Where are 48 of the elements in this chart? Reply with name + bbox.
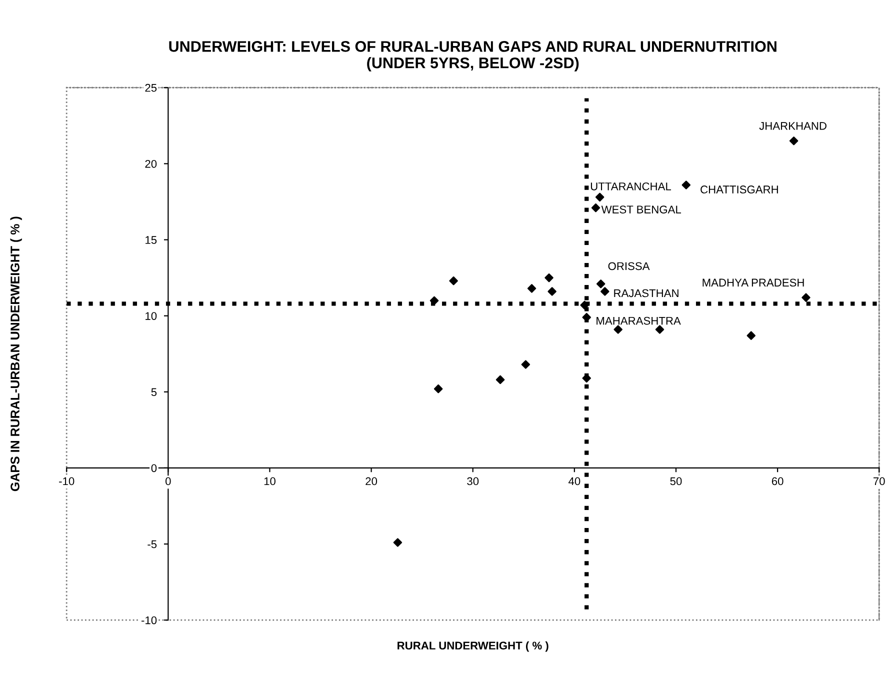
point	[580, 300, 589, 310]
point	[449, 276, 458, 286]
x-tick-label: 60	[772, 477, 784, 486]
x-tick-label: 10	[264, 477, 276, 486]
point	[746, 331, 756, 340]
annotation: MADHYA PRADESH	[702, 278, 804, 287]
point	[548, 287, 556, 296]
x-tick-label: 0	[166, 477, 171, 486]
point	[802, 293, 810, 302]
y-tick-label: 5	[151, 388, 157, 396]
point	[682, 180, 691, 190]
y-tick-label: -10	[141, 616, 157, 624]
point	[595, 192, 604, 202]
annotation: MAHARASHTRA	[596, 316, 681, 325]
chart-title: UNDERWEIGHT: LEVELS OF RURAL-URBAN GAPS AND RURAL UNDERNUTRITION (UNDER 5YRS, BELOW -2SD)	[169, 41, 776, 72]
y-tick-label: 15	[146, 236, 157, 244]
y-tick-label: -5	[148, 540, 157, 548]
point	[544, 273, 554, 282]
x-tick-label: 40	[568, 477, 580, 486]
y-tick-label: 0	[151, 464, 157, 472]
annotation: UTTARANCHAL	[590, 182, 672, 190]
x-axis-title: RURAL UNDERWEIGHT ( % )	[398, 641, 548, 652]
x-tick-label: 70	[874, 477, 885, 486]
x-tick-label: 20	[366, 477, 378, 486]
point	[789, 136, 798, 146]
x-tick-label: 50	[670, 477, 682, 486]
annotation: ORISSA	[608, 262, 650, 270]
point	[521, 360, 530, 369]
annotation: WEST BENGAL	[601, 206, 682, 214]
point	[655, 325, 664, 334]
y-tick-label: 10	[146, 312, 157, 320]
y-axis-title: GAPS IN RURAL-URBAN UNDERWEIGHT ( % )	[10, 216, 22, 492]
point	[430, 296, 439, 305]
x-tick-label: -10	[59, 477, 74, 486]
annotation: CHATTISGARH	[700, 186, 778, 194]
point	[614, 325, 622, 334]
point	[596, 280, 606, 288]
annotation: JHARKHAND	[759, 122, 826, 130]
y-tick-label: 25	[145, 84, 157, 92]
y-tick-label: 20	[145, 160, 157, 168]
x-tick-label: 30	[467, 477, 479, 486]
point	[591, 203, 600, 212]
point	[434, 384, 443, 394]
point	[600, 287, 610, 296]
point	[527, 284, 536, 293]
point	[393, 538, 402, 547]
point	[496, 375, 505, 384]
annotation: RAJASTHAN	[614, 289, 678, 298]
